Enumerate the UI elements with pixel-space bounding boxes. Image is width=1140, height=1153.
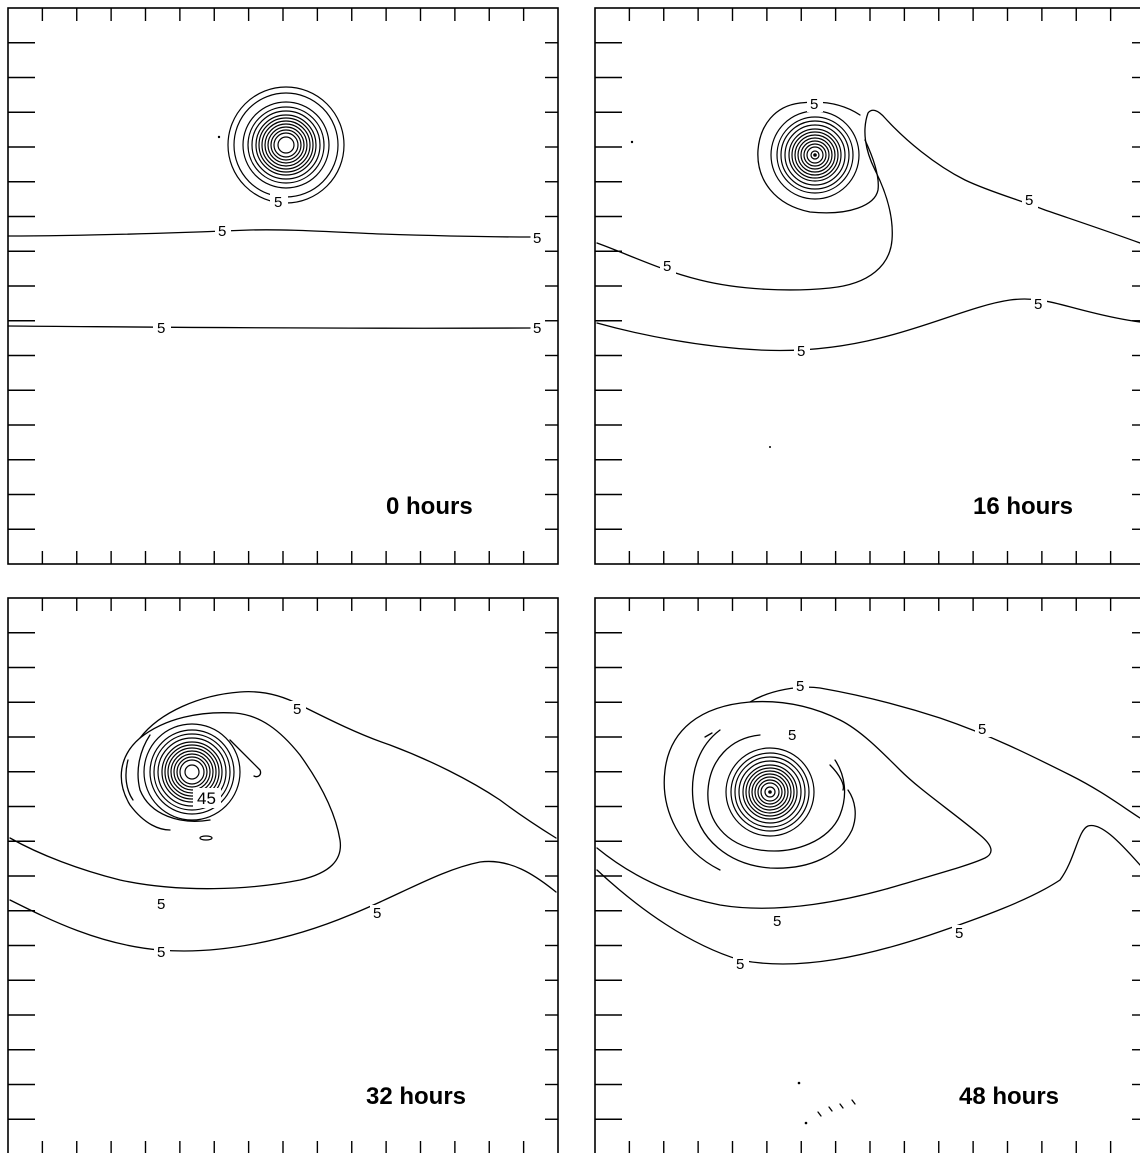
panel-ticks (595, 598, 1140, 1153)
vortex-contours (227, 86, 345, 204)
contour-line (596, 298, 1140, 352)
contour-label: 5 (1034, 296, 1042, 313)
contour-line (799, 101, 861, 116)
panel-ticks (8, 8, 558, 564)
contour-line (9, 712, 342, 890)
panel-frame (594, 597, 1140, 1153)
contour-label: 5 (157, 320, 165, 337)
contour-line (757, 102, 879, 214)
contour-line (139, 691, 557, 839)
contour-label: 5 (157, 896, 165, 913)
contour-line (596, 824, 1140, 965)
time-label: 16 hours (973, 493, 1073, 520)
contour-label: 5 (293, 701, 301, 718)
contour-line (749, 686, 1140, 819)
panel-frame (7, 7, 559, 565)
panel-0-hours: 5 5 5 5 5 0 hours (7, 7, 559, 565)
contour-label: 5 (663, 258, 671, 275)
contour-label: 5 (533, 320, 541, 337)
contour-label: 5 (796, 678, 804, 695)
time-label: 0 hours (386, 493, 473, 520)
contour-label: 5 (218, 223, 226, 240)
panel-frame (594, 7, 1140, 565)
time-label: 32 hours (366, 1083, 466, 1110)
panel-frame (7, 597, 559, 1153)
panel-16-hours: 5 5 5 5 5 16 hours (594, 7, 1140, 565)
contour-line (596, 700, 992, 909)
contour-label: 5 (1025, 192, 1033, 209)
panel-48-hours: 5 5 5 5 5 5 48 hours (594, 597, 1140, 1153)
contour-line (7, 229, 531, 238)
panel-32-hours: 45 5 5 5 5 32 hours (7, 597, 559, 1153)
contour-label: 5 (773, 913, 781, 930)
panel-ticks (595, 8, 1140, 564)
time-label: 48 hours (959, 1083, 1059, 1110)
contour-line (9, 860, 557, 952)
vortex-contours (770, 110, 860, 200)
contour-line (596, 109, 1140, 291)
contour-label: 5 (797, 343, 805, 360)
contour-label: 5 (788, 727, 796, 744)
panel-ticks (8, 598, 558, 1153)
contour-label: 5 (978, 721, 986, 738)
contour-label: 5 (955, 925, 963, 942)
vortex-contours (725, 747, 815, 837)
contour-label: 45 (197, 789, 216, 808)
contour-label: 5 (736, 956, 744, 973)
contour-line (707, 734, 846, 852)
contour-label: 5 (810, 96, 818, 113)
contour-label: 5 (373, 905, 381, 922)
contour-label: 5 (533, 230, 541, 247)
vortex-contours (143, 723, 241, 821)
contour-label: 5 (157, 944, 165, 961)
contour-label: 5 (274, 194, 282, 211)
contour-line (7, 325, 531, 329)
